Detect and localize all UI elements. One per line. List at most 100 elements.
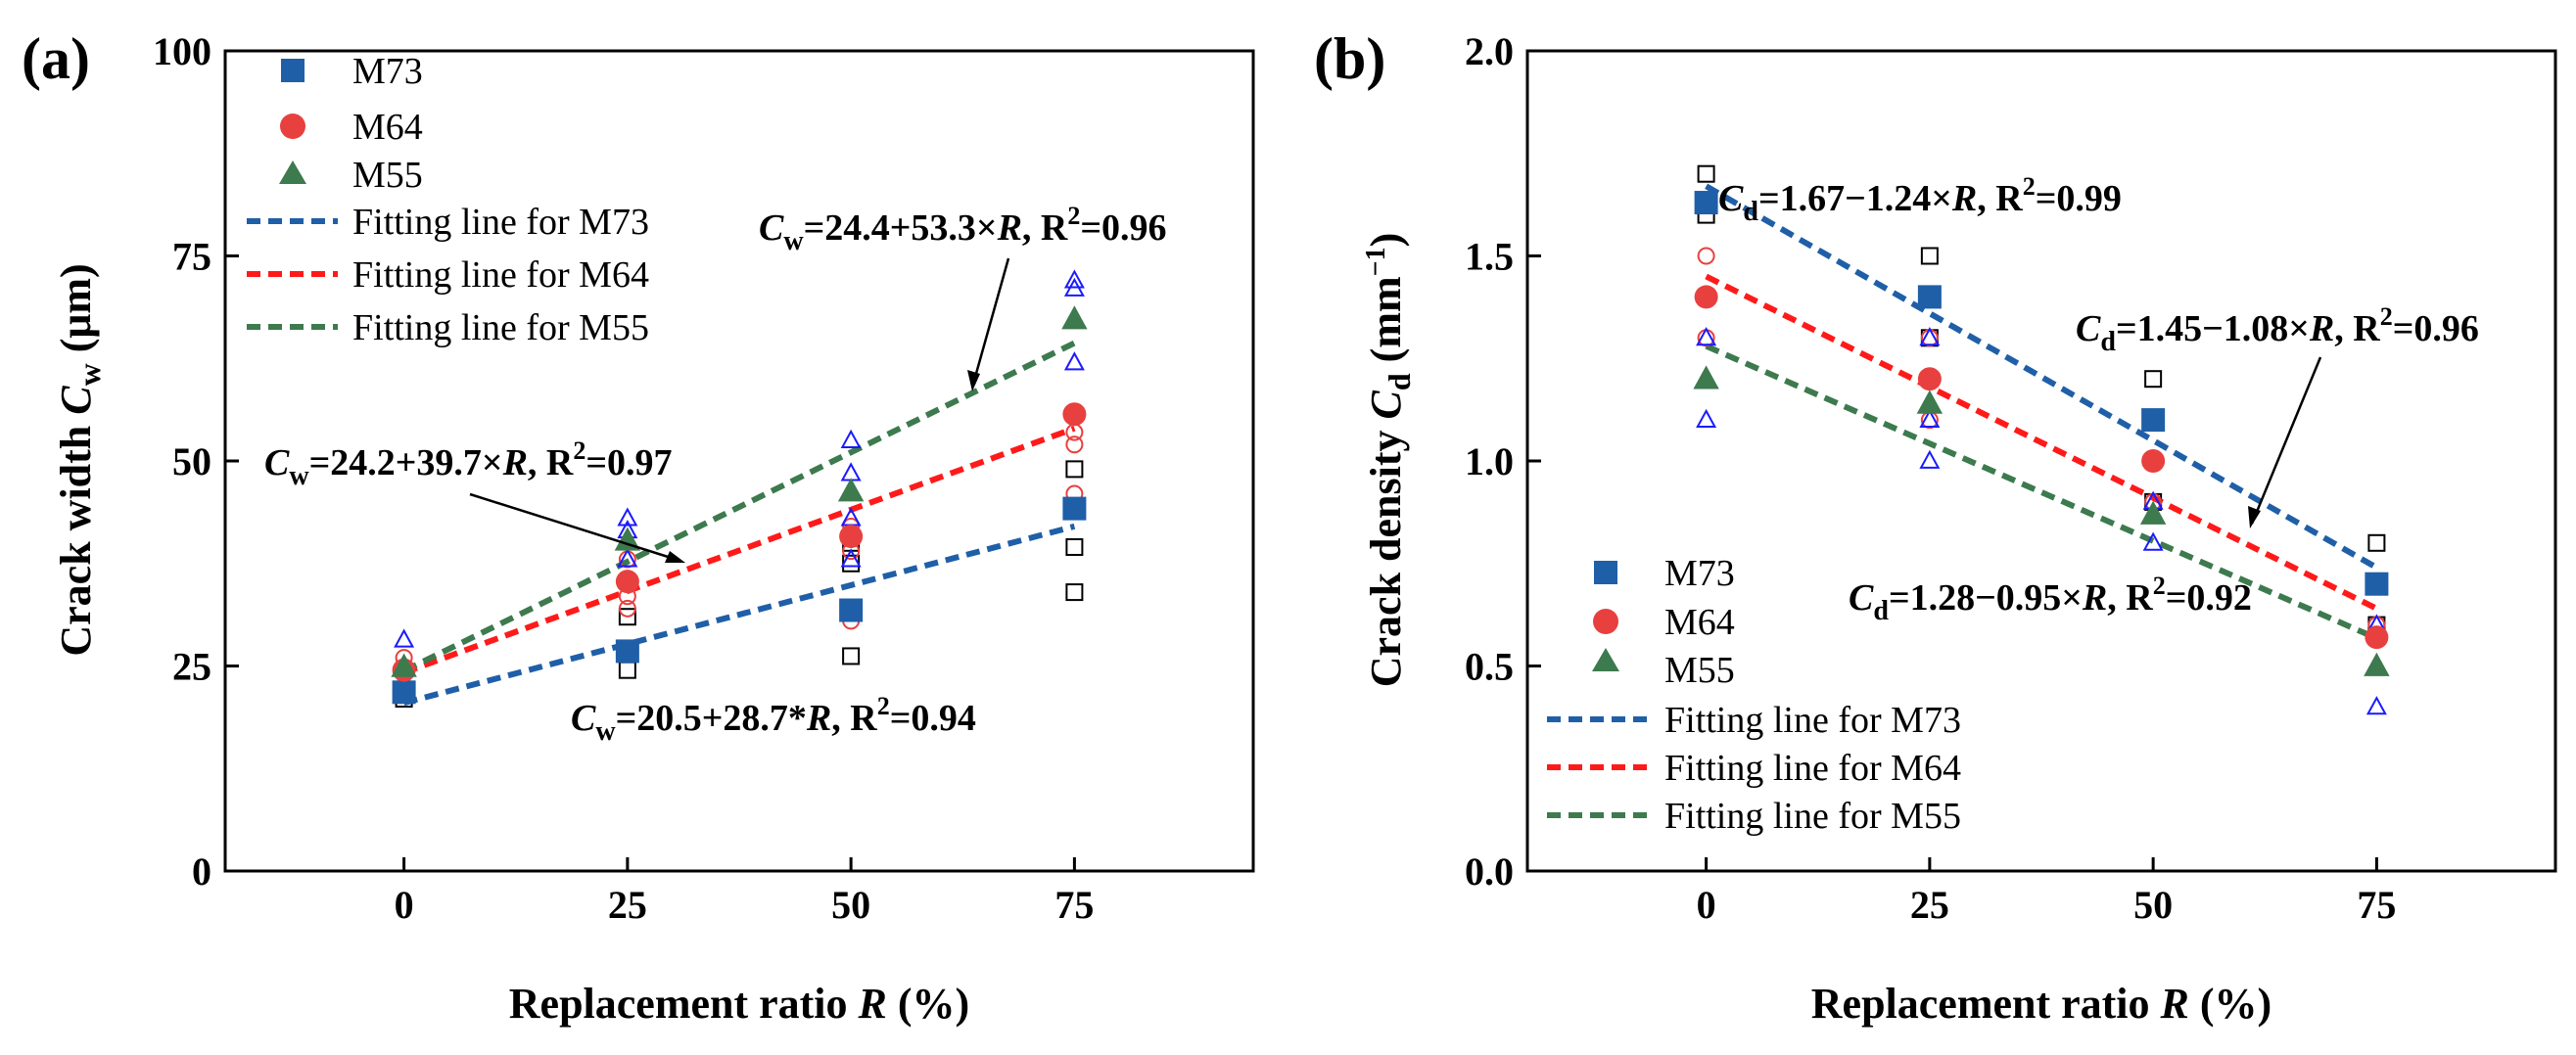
- fit-lines-a: [402, 340, 1076, 707]
- y-tick-label: 0.5: [1465, 645, 1514, 689]
- legend-marker-m64: [1593, 609, 1618, 634]
- fit-line-m55: [1705, 343, 2378, 641]
- y-tick-label: 1.5: [1465, 235, 1514, 279]
- raw-point-m64: [1065, 436, 1084, 454]
- annotation-fit-m64-a: Cw=24.2+39.7×R, R2=0.97: [264, 436, 685, 563]
- x-axis-title-b: Replacement ratio R (%): [1811, 980, 2272, 1028]
- fit-line-m73: [1705, 183, 2378, 571]
- svg-text:Cw=24.4+53.3×R, R2=0.96: Cw=24.4+53.3×R, R2=0.96: [759, 202, 1167, 256]
- legend-label-m55: M55: [1664, 650, 1735, 691]
- raw-point-m55: [1063, 269, 1085, 289]
- legend-label-fit-m55: Fitting line for M55: [352, 307, 649, 348]
- mean-point-m73: [2365, 572, 2389, 596]
- fit-line-m55: [402, 340, 1076, 674]
- y-tick-label: 25: [172, 645, 211, 689]
- raw-point-m55: [840, 548, 862, 568]
- x-tick-label: 25: [1910, 883, 1949, 927]
- legend-label-m73: M73: [352, 51, 423, 92]
- mean-point-m64: [1694, 285, 1718, 309]
- mean-points-b: [1693, 191, 2390, 676]
- mean-point-m55: [1061, 305, 1088, 330]
- y-tick-label: 1.0: [1465, 439, 1514, 483]
- mean-point-m55: [391, 653, 417, 677]
- raw-point-m55: [1696, 327, 1717, 346]
- y-tick-label: 75: [172, 235, 211, 279]
- raw-point-m55: [617, 507, 638, 527]
- legend-label-fit-m73: Fitting line for M73: [352, 202, 649, 243]
- annotation-fit-m55-a: Cw=24.4+53.3×R, R2=0.96: [759, 202, 1167, 391]
- annotation-arrow-m64-b: [2250, 356, 2322, 525]
- raw-point-m64: [1697, 247, 1715, 265]
- panel-a-crack-width: (a) 0 25 50 75 0 25 50 75 100 M73 M64 M55 Fittin…: [22, 26, 1255, 1028]
- svg-text:Cw=24.2+39.7×R, R2=0.97: Cw=24.2+39.7×R, R2=0.97: [264, 436, 673, 491]
- x-tick-label: 0: [395, 883, 414, 927]
- raw-point-m55: [2142, 531, 2164, 551]
- axes-b: 0 25 50 75 0.0 0.5 1.0 1.5 2.0: [1465, 29, 2396, 927]
- y-axis-title-b: Crack density Cd (mm−1): [1361, 233, 1417, 688]
- x-tick-label: 50: [2133, 883, 2173, 927]
- raw-point-m73: [2367, 533, 2386, 552]
- svg-text:Cd=1.28−0.95×R, R2=0.92: Cd=1.28−0.95×R, R2=0.92: [1849, 572, 2252, 626]
- x-tick-label: 25: [608, 883, 647, 927]
- y-tick-label: 0: [192, 849, 211, 894]
- panel-b-crack-density: (b) 0 25 50 75 0.0 0.5 1.0 1.5 2.0 M73 M64 M55 F…: [1314, 26, 2557, 1028]
- raw-point-m73: [1697, 164, 1715, 183]
- raw-point-m55: [1063, 351, 1085, 371]
- mean-point-m55: [2364, 652, 2390, 676]
- x-axis-title-a: Replacement ratio R (%): [509, 980, 969, 1028]
- raw-point-m73: [1065, 537, 1084, 556]
- svg-text:Cw=20.5+28.7*R, R2=0.94: Cw=20.5+28.7*R, R2=0.94: [571, 692, 976, 747]
- legend-marker-m73: [1594, 561, 1617, 584]
- raw-point-m73: [1920, 247, 1939, 265]
- annotation-arrow-m55-a: [970, 257, 1010, 389]
- annotation-arrowhead-m64-b: [2248, 506, 2261, 528]
- legend-label-fit-m73: Fitting line for M73: [1664, 700, 1961, 741]
- legend-label-m73: M73: [1664, 553, 1735, 594]
- mean-point-m64: [2141, 449, 2166, 473]
- annotation-fit-m73-b: Cd=1.67−1.24×R, R2=0.99: [1718, 172, 2122, 227]
- raw-point-m55: [2365, 696, 2387, 715]
- annotation-fit-m55-b: Cd=1.28−0.95×R, R2=0.92: [1849, 572, 2252, 626]
- legend-marker-m55: [279, 161, 306, 184]
- legend-label-m64: M64: [352, 107, 423, 148]
- raw-point-m73: [618, 661, 636, 679]
- mean-point-m55: [2139, 500, 2167, 525]
- fit-line-m73: [402, 523, 1076, 707]
- panel-b-label: (b): [1314, 26, 1385, 91]
- raw-point-m64: [1065, 423, 1084, 441]
- mean-point-m73: [1694, 191, 1718, 215]
- x-tick-label: 75: [2357, 883, 2396, 927]
- raw-point-m73: [1065, 583, 1084, 602]
- mean-points-a: [391, 305, 1088, 705]
- raw-point-m55: [840, 429, 862, 448]
- annotation-arrowhead-m55-a: [967, 370, 980, 391]
- annotation-arrow-m64-a: [469, 492, 681, 563]
- raw-point-m55: [840, 462, 862, 482]
- raw-point-m73: [1065, 460, 1084, 479]
- raw-point-m55: [1919, 449, 1941, 469]
- raw-point-m73: [618, 608, 636, 626]
- mean-point-m64: [1917, 367, 1942, 391]
- panel-a-label: (a): [22, 26, 90, 91]
- y-axis-title-a: Crack width Cw (μm): [52, 263, 107, 656]
- legend-label-fit-m64: Fitting line for M64: [352, 254, 649, 296]
- annotation-fit-m64-b: Cd=1.45−1.08×R, R2=0.96: [2076, 302, 2479, 528]
- legend-label-fit-m55: Fitting line for M55: [1664, 796, 1961, 837]
- mean-point-m64: [839, 525, 864, 549]
- y-tick-label: 50: [172, 439, 211, 483]
- legend-marker-m55: [1592, 648, 1619, 671]
- legend-marker-m64: [280, 114, 305, 139]
- raw-point-m55: [617, 548, 638, 568]
- raw-point-m55: [1919, 327, 1941, 346]
- svg-text:Cd=1.45−1.08×R, R2=0.96: Cd=1.45−1.08×R, R2=0.96: [2076, 302, 2479, 357]
- mean-point-m55: [1693, 365, 1719, 390]
- mean-point-m64: [615, 570, 639, 594]
- legend-b: M73 M64 M55 Fitting line for M73 Fitting…: [1547, 553, 1961, 837]
- x-tick-label: 50: [831, 883, 870, 927]
- annotation-arrowhead-m64-a: [665, 551, 685, 563]
- mean-point-m73: [2141, 408, 2166, 433]
- y-tick-label: 100: [153, 29, 211, 73]
- raw-point-m73: [2144, 370, 2163, 389]
- mean-point-m55: [614, 527, 641, 551]
